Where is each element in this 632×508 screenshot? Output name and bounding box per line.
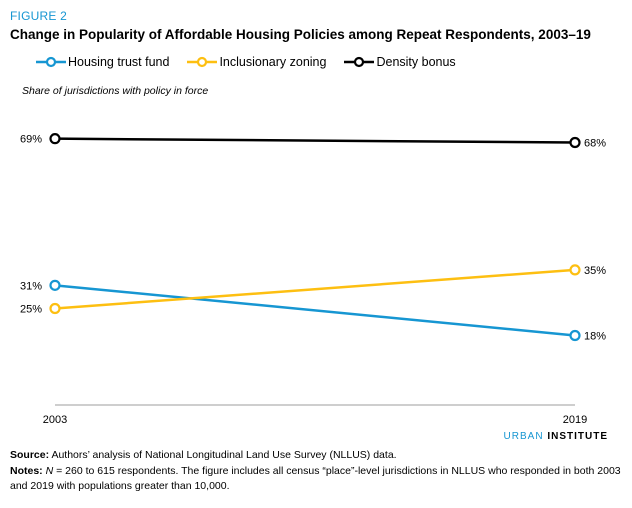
series-layer: [49, 133, 581, 342]
point-density-bonus-2003: [49, 133, 61, 145]
data-label-inclusionary-zoning-2019: 35%: [584, 265, 606, 277]
chart-legend: Housing trust fund Inclusionary zoning D…: [36, 55, 474, 69]
notes-text: = 260 to 615 respondents. The figure inc…: [10, 464, 621, 493]
y-axis-caption: Share of jurisdictions with policy in fo…: [22, 85, 209, 97]
source-note: Source: Authors’ analysis of National Lo…: [10, 448, 622, 464]
source-text: Authors’ analysis of National Longitudin…: [51, 449, 397, 461]
notes-label: Notes:: [10, 464, 43, 477]
data-label-density-bonus-2019: 68%: [584, 138, 606, 150]
notes-note: Notes: N = 260 to 615 respondents. The f…: [10, 464, 622, 495]
point-housing-trust-fund-2019: [569, 329, 581, 342]
legend-label-inclusionary-zoning: Inclusionary zoning: [219, 55, 327, 69]
legend-marker-density-bonus: [344, 56, 375, 68]
data-label-inclusionary-zoning-2003: 25%: [20, 304, 42, 316]
brand-urban: URBAN: [503, 431, 544, 442]
point-inclusionary-zoning-2019: [569, 264, 581, 276]
x-tick-label-2003: 2003: [43, 414, 67, 426]
legend-marker-housing-trust-fund: [36, 56, 66, 68]
x-tick-label-2019: 2019: [563, 414, 587, 426]
notes-n: N: [45, 464, 54, 477]
legend-marker-inclusionary-zoning: [187, 56, 218, 68]
legend-item-inclusionary-zoning: Inclusionary zoning: [187, 55, 326, 69]
chart-title: Change in Popularity of Affordable Housi…: [10, 27, 591, 42]
point-density-bonus-2019: [569, 136, 581, 149]
brand-institute: INSTITUTE: [547, 431, 608, 442]
legend-item-housing-trust-fund: Housing trust fund: [36, 55, 169, 69]
data-label-housing-trust-fund-2003: 31%: [20, 280, 42, 292]
legend-label-housing-trust-fund: Housing trust fund: [68, 55, 170, 69]
point-housing-trust-fund-2003: [49, 279, 61, 291]
series-line-housing-trust-fund: [54, 284, 576, 337]
data-label-housing-trust-fund-2019: 18%: [584, 331, 606, 343]
notes-block: Source: Authors’ analysis of National Lo…: [10, 448, 622, 495]
figure-label: FIGURE 2: [10, 9, 67, 23]
series-line-density-bonus: [54, 137, 576, 144]
x-axis: 2003 2019: [43, 404, 587, 426]
series-line-inclusionary-zoning: [54, 268, 576, 310]
legend-item-density-bonus: Density bonus: [344, 55, 456, 69]
point-inclusionary-zoning-2003: [49, 302, 61, 315]
data-label-layer: 31% 18% 25% 35% 69% 68%: [20, 134, 606, 343]
urban-institute-logo: URBAN INSTITUTE: [504, 431, 608, 442]
legend-label-density-bonus: Density bonus: [376, 55, 456, 69]
source-label: Source:: [10, 449, 50, 461]
data-label-density-bonus-2003: 69%: [20, 134, 42, 146]
